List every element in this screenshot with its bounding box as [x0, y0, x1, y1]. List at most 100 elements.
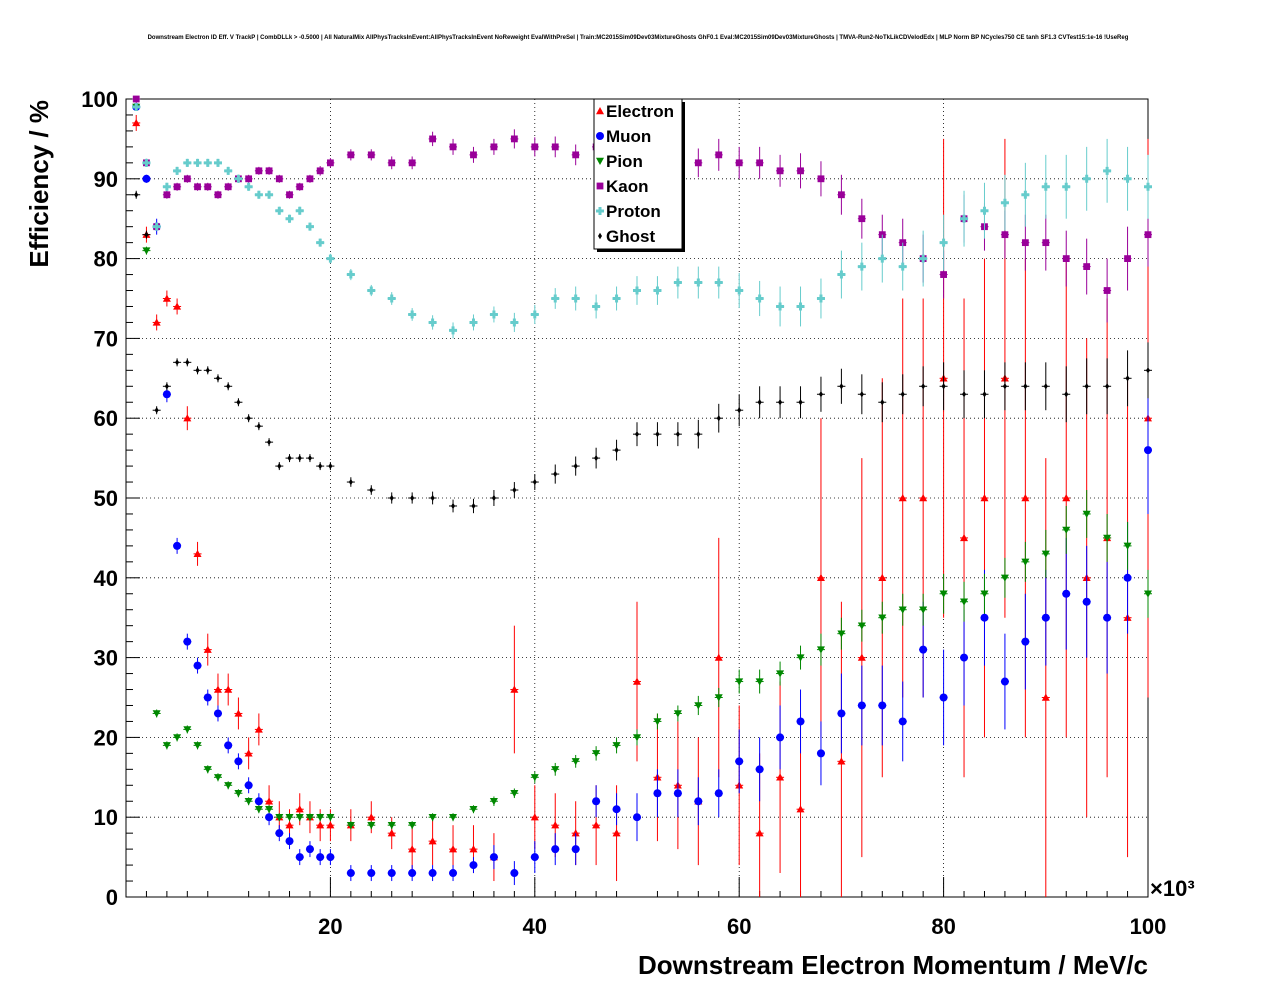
x-axis-multiplier: ×10³	[1150, 876, 1195, 901]
proton-point	[152, 222, 161, 231]
kaon-point	[449, 143, 457, 151]
electron-point	[592, 821, 601, 829]
ghost-point	[226, 383, 231, 390]
kaon-point	[245, 175, 253, 183]
ghost-point	[134, 191, 139, 198]
electron-point	[244, 749, 253, 757]
electron-point	[183, 414, 192, 422]
kaon-point	[388, 159, 396, 167]
legend-label-kaon: Kaon	[606, 177, 649, 196]
proton-point	[1123, 174, 1132, 183]
pion-point	[224, 782, 233, 790]
proton-point	[898, 262, 907, 271]
ghost-point	[1084, 383, 1089, 390]
y-axis-title: Efficiency / %	[24, 100, 54, 268]
muon-point	[408, 869, 417, 878]
ghost-point	[491, 494, 496, 502]
pion-point	[1082, 510, 1091, 518]
legend-box	[593, 98, 683, 250]
pion-point	[796, 654, 805, 662]
x-axis-title: Downstream Electron Momentum / MeV/c	[638, 950, 1148, 980]
proton-point	[408, 310, 417, 319]
pion-point	[960, 598, 969, 606]
pion-point	[633, 734, 641, 742]
pion-point	[714, 694, 723, 702]
electron-point	[224, 685, 233, 693]
muon-series	[132, 102, 1152, 886]
proton-point	[132, 102, 141, 111]
proton-point	[1000, 198, 1009, 207]
muon-point	[193, 661, 202, 670]
muon-point	[1041, 613, 1050, 622]
y-tick-label: 20	[94, 725, 118, 750]
kaon-point	[224, 183, 232, 191]
proton-point	[326, 254, 335, 263]
kaon-point	[214, 191, 222, 199]
pion-point	[755, 678, 764, 686]
ghost-point	[921, 383, 926, 390]
ghost-point	[277, 462, 282, 470]
pion-point	[173, 734, 182, 742]
ghost-point	[594, 454, 599, 462]
pion-point	[1021, 558, 1030, 566]
ghost-point	[675, 430, 680, 438]
kaon-point	[572, 151, 580, 159]
kaon-point	[797, 167, 804, 175]
electron-point	[367, 813, 376, 821]
pion-point	[305, 814, 314, 822]
proton-point	[203, 158, 212, 167]
ghost-point	[471, 502, 476, 510]
pion-point	[1103, 534, 1112, 542]
x-tick-label: 80	[931, 914, 955, 939]
kaon-point	[490, 143, 498, 151]
electron-point	[316, 821, 325, 829]
kaon-point	[1083, 263, 1091, 270]
proton-point	[1103, 166, 1112, 175]
ghost-point	[430, 494, 435, 502]
electron-point	[898, 494, 907, 502]
pion-point	[152, 710, 161, 718]
ghost-point	[880, 399, 885, 406]
pion-point	[857, 622, 866, 630]
electron-point	[633, 677, 641, 685]
kaon-point	[1021, 239, 1029, 247]
pion-point	[612, 742, 621, 750]
proton-point	[213, 158, 222, 167]
kaon-point	[286, 191, 293, 199]
proton-point	[346, 270, 355, 279]
muon-point	[346, 869, 355, 878]
kaon-point	[470, 151, 477, 159]
proton-point	[489, 310, 498, 319]
electron-point	[980, 494, 989, 502]
proton-point	[816, 294, 825, 303]
muon-point	[653, 789, 662, 798]
proton-point	[387, 294, 396, 303]
proton-point	[673, 278, 682, 287]
pion-point	[694, 702, 703, 710]
muon-point	[265, 813, 274, 822]
kaon-point	[408, 159, 416, 167]
muon-point	[633, 813, 641, 822]
proton-point	[316, 238, 325, 247]
electron-point	[1021, 494, 1030, 502]
proton-point	[265, 190, 274, 199]
legend-label-ghost: Ghost	[606, 227, 655, 246]
proton-point	[285, 214, 294, 223]
ghost-point	[614, 446, 619, 454]
electron-point	[193, 549, 202, 558]
y-tick-label: 10	[94, 805, 118, 830]
ghost-point	[1043, 383, 1048, 390]
electron-point	[816, 573, 825, 581]
ghost-point	[716, 415, 721, 422]
ghost-point	[236, 399, 241, 406]
legend-label-pion: Pion	[606, 152, 643, 171]
kaon-point	[838, 191, 845, 199]
y-tick-label: 60	[94, 406, 118, 431]
proton-point	[857, 262, 866, 271]
muon-point	[755, 765, 764, 774]
kaon-point	[347, 151, 355, 159]
pion-point	[1123, 542, 1132, 550]
ghost-point	[553, 470, 558, 478]
muon-point	[142, 174, 151, 183]
pion-point	[408, 821, 417, 830]
